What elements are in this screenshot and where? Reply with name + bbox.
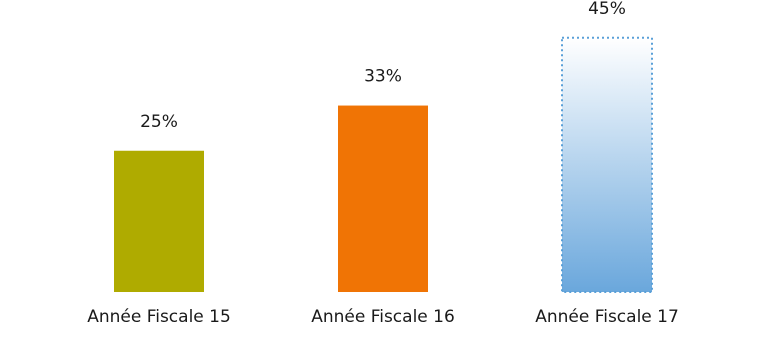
bar-1	[114, 150, 204, 292]
data-labels-layer: 25% 33% 45%	[140, 0, 626, 132]
data-label-3: 45%	[588, 0, 626, 19]
x-tick-label-2: Année Fiscale 16	[311, 307, 455, 327]
bar-2	[338, 105, 428, 292]
x-tick-label-3: Année Fiscale 17	[535, 307, 679, 327]
data-label-1: 25%	[140, 112, 178, 132]
x-tick-label-1: Année Fiscale 15	[87, 307, 231, 327]
x-axis-tick-labels: Année Fiscale 15 Année Fiscale 16 Année Fi…	[87, 307, 679, 327]
data-label-2: 33%	[364, 67, 402, 87]
bar-3	[561, 36, 653, 293]
bars-layer	[114, 36, 653, 293]
